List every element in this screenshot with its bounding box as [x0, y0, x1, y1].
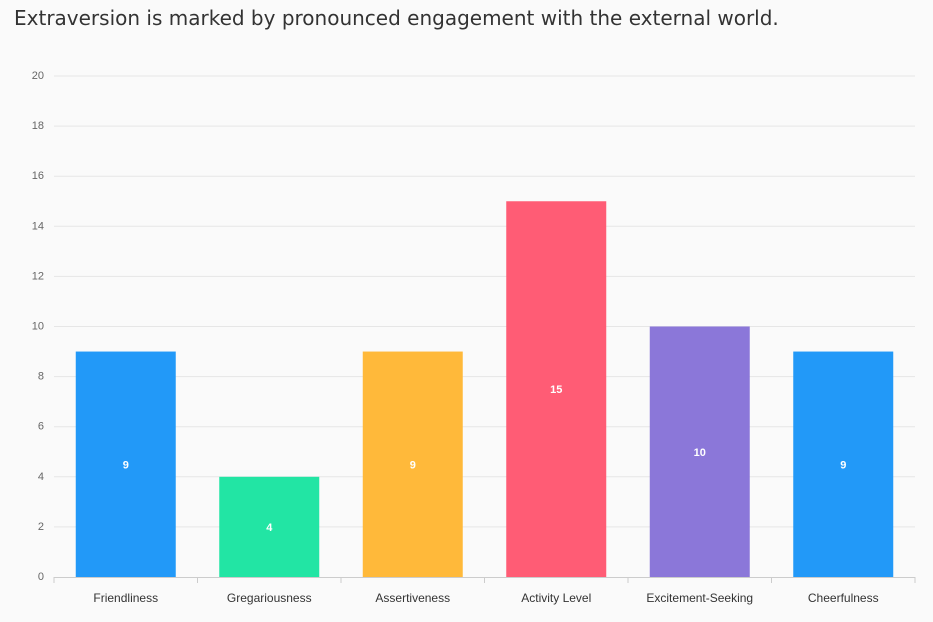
bar [219, 476, 320, 577]
y-axis: 0 2 4 6 8 10 12 14 16 18 20 [32, 70, 44, 583]
bar-data-label: 9 [840, 459, 846, 471]
y-tick-label: 8 [38, 371, 44, 383]
x-tick-label: Friendliness [93, 591, 158, 605]
bar [793, 351, 894, 577]
x-tick-label: Assertiveness [375, 591, 450, 605]
x-tick-label: Cheerfulness [808, 591, 879, 605]
bar [506, 201, 607, 577]
y-tick-label: 4 [38, 471, 44, 483]
grid-lines [54, 75, 915, 528]
y-tick-label: 6 [38, 421, 44, 433]
bar-data-label: 15 [550, 384, 562, 396]
x-tick-label: Activity Level [521, 591, 591, 605]
bar [649, 326, 750, 577]
x-tick-label: Excitement-Seeking [646, 591, 753, 605]
bar-data-label: 9 [410, 459, 416, 471]
y-tick-label: 0 [38, 571, 44, 583]
bar [362, 351, 463, 577]
x-axis: Friendliness Gregariousness Assertiveness A… [53, 577, 916, 605]
y-tick-label: 2 [38, 521, 44, 533]
bar [75, 351, 176, 577]
y-tick-label: 10 [32, 321, 44, 333]
chart-heading: Extraversion is marked by pronounced eng… [14, 6, 779, 30]
y-tick-label: 16 [32, 170, 44, 182]
bar-data-label: 10 [694, 447, 706, 459]
x-tick-label: Gregariousness [227, 591, 312, 605]
y-tick-label: 12 [32, 270, 44, 282]
y-tick-label: 20 [32, 70, 44, 82]
y-tick-label: 14 [32, 220, 44, 232]
y-tick-label: 18 [32, 120, 44, 132]
bar-data-label: 4 [266, 522, 273, 534]
bar-data-label: 9 [123, 459, 129, 471]
bars: 9 4 9 15 10 9 [75, 201, 894, 577]
